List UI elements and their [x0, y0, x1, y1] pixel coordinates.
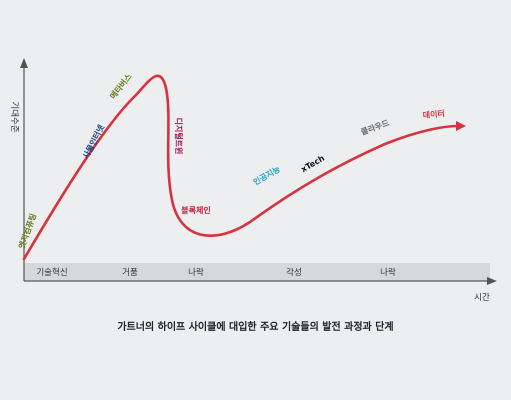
tech-label: 엣지컴퓨팅: [16, 212, 38, 250]
tech-label: 메타버스: [108, 71, 134, 101]
hype-curve: [22, 74, 460, 261]
tech-label: 블록체인: [181, 205, 210, 215]
stage-label: 거품: [122, 268, 138, 278]
tech-label: 디지털트윈: [174, 118, 184, 155]
tech-label: 사물인터넷: [81, 122, 107, 160]
curve-arrow: [456, 121, 466, 131]
x-axis-arrow: [487, 277, 497, 285]
stage-label: 나락: [188, 267, 204, 278]
stage-label: 각성: [286, 267, 302, 278]
tech-label: 클라우드: [359, 117, 391, 137]
stage-band: [24, 263, 490, 281]
stage-label: 나락: [380, 267, 396, 278]
figure-caption: 가트너의 하이프 사이클에 대입한 주요 기술들의 발전 과정과 단계: [117, 322, 394, 333]
stage-label: 기술혁신: [36, 268, 67, 278]
y-axis-label: 기대수준: [9, 101, 19, 132]
tech-label: 데이터: [422, 108, 445, 120]
x-axis-label: 시간: [474, 292, 490, 303]
tech-label: xTech: [299, 153, 326, 174]
tech-label: 인공지능: [251, 163, 282, 187]
y-axis-arrow: [20, 58, 28, 68]
